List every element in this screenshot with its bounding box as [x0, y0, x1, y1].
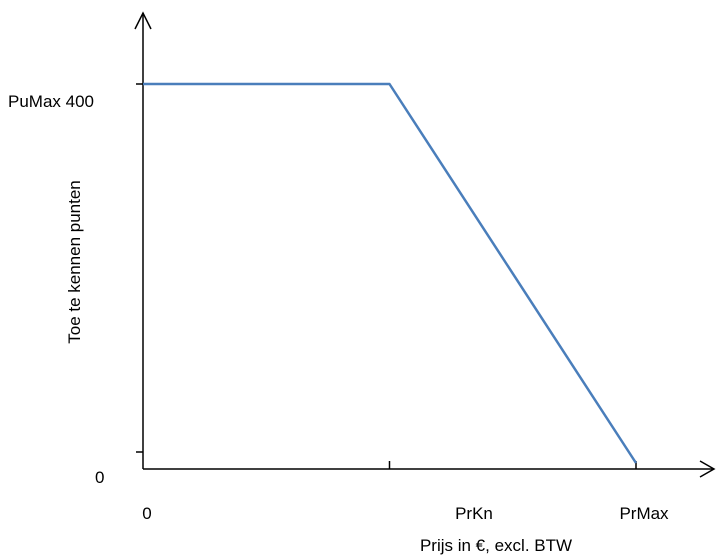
- x-tick-label-prmax: PrMax: [619, 504, 669, 523]
- y-tick-label-zero: 0: [95, 468, 104, 487]
- axes: [134, 11, 716, 478]
- y-tick-label-max: PuMax 400: [8, 92, 94, 111]
- x-axis-arrowhead: [699, 460, 716, 478]
- series-line: [143, 82, 638, 464]
- y-axis-title: Toe te kennen punten: [65, 180, 84, 344]
- x-tick-label-prkn: PrKn: [455, 504, 493, 523]
- tick-marks: [136, 83, 637, 469]
- x-tick-label-zero: 0: [142, 504, 151, 523]
- x-axis-title: Prijs in €, excl. BTW: [420, 536, 572, 555]
- y-axis-arrowhead: [134, 11, 152, 30]
